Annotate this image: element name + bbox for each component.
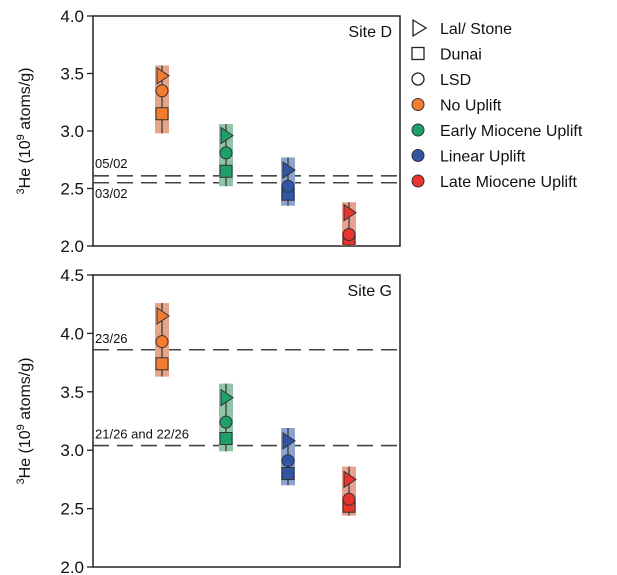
y-tick-label: 2.0	[60, 237, 84, 256]
y-tick-label: 4.0	[60, 324, 84, 343]
y-tick-label: 2.5	[60, 180, 84, 199]
legend-label: LSD	[440, 72, 471, 89]
group-early-miocene	[219, 383, 234, 452]
marker-lal-stone	[220, 388, 234, 407]
legend-item-circle: LSD	[411, 72, 471, 89]
group-late-miocene	[342, 466, 357, 516]
marker-lsd	[281, 454, 295, 468]
legend-square-icon	[411, 46, 425, 61]
legend: Lal/ Stone Dunai LSD No Uplift Early Miocene…	[411, 18, 583, 191]
marker-lal-stone	[156, 306, 170, 325]
panel-site-g: 2.0 2.5 3.0 3.5 4.0 4.5 3He (109 atoms/g) Site …	[15, 266, 401, 575]
legend-color-icon	[411, 98, 425, 111]
marker-dunai	[155, 107, 169, 121]
marker-lal-stone	[156, 66, 170, 85]
group-linear	[281, 428, 296, 486]
site-label: Site D	[348, 24, 392, 41]
marker-lsd	[342, 492, 356, 506]
marker-lsd	[155, 84, 169, 98]
y-axis-label: 3He (109 atoms/g)	[15, 358, 34, 485]
legend-item-late-miocene: Late Miocene Uplift	[411, 174, 578, 191]
marker-dunai	[281, 467, 295, 481]
legend-triangle-icon	[412, 18, 428, 38]
legend-label: Dunai	[440, 47, 482, 64]
marker-dunai	[219, 164, 233, 178]
y-tick-label: 3.5	[60, 383, 84, 402]
legend-item-square: Dunai	[411, 46, 482, 64]
group-early-miocene	[219, 124, 234, 187]
legend-item-early-miocene: Early Miocene Uplift	[411, 123, 583, 140]
y-tick-label: 3.0	[60, 122, 84, 141]
marker-lal-stone	[343, 470, 357, 489]
group-late-miocene	[342, 202, 357, 246]
marker-lal-stone	[282, 431, 296, 450]
legend-label: Linear Uplift	[440, 149, 526, 166]
legend-label: No Uplift	[440, 98, 502, 115]
marker-lsd	[342, 228, 356, 241]
panel-site-d: 2.0 2.5 3.0 3.5 4.0 3He (109 atoms/g) Site D 05…	[15, 7, 401, 256]
y-tick-label: 3.5	[60, 65, 84, 84]
marker-lsd	[219, 146, 233, 160]
y-axis-label: 3He (109 atoms/g)	[15, 68, 34, 195]
legend-item-linear: Linear Uplift	[411, 149, 526, 166]
legend-label: Lal/ Stone	[440, 21, 512, 38]
plot-frame	[92, 274, 401, 568]
marker-lsd	[219, 415, 233, 429]
y-tick-label: 2.0	[60, 558, 84, 575]
legend-label: Late Miocene Uplift	[440, 174, 578, 191]
reference-line-label: 05/02	[95, 156, 128, 171]
marker-lsd	[281, 179, 295, 193]
panels: 2.0 2.5 3.0 3.5 4.0 3He (109 atoms/g) Site D 05…	[15, 7, 401, 575]
y-tick-label: 4.0	[60, 7, 84, 26]
marker-lal-stone	[343, 203, 357, 222]
reference-line-label: 23/26	[95, 331, 128, 346]
group-no-uplift	[155, 65, 170, 134]
legend-circle-icon	[411, 72, 425, 86]
marker-dunai	[155, 357, 169, 371]
legend-color-icon	[411, 123, 425, 137]
group-linear	[281, 157, 296, 206]
legend-item-triangle: Lal/ Stone	[412, 18, 512, 38]
marker-dunai	[219, 432, 233, 446]
y-tick-label: 3.0	[60, 441, 84, 460]
legend-item-no-uplift: No Uplift	[411, 98, 502, 115]
site-label: Site G	[348, 283, 392, 300]
reference-line-label: 03/02	[95, 186, 128, 201]
y-tick-label: 4.5	[60, 266, 84, 285]
reference-line-label: 21/26 and 22/26	[95, 427, 189, 442]
marker-lsd	[155, 335, 169, 349]
legend-label: Early Miocene Uplift	[440, 123, 583, 140]
marker-lal-stone	[282, 161, 296, 180]
group-no-uplift	[155, 303, 170, 377]
legend-color-icon	[411, 174, 425, 188]
marker-lal-stone	[220, 126, 234, 145]
legend-color-icon	[411, 149, 425, 162]
y-tick-label: 2.5	[60, 500, 84, 519]
